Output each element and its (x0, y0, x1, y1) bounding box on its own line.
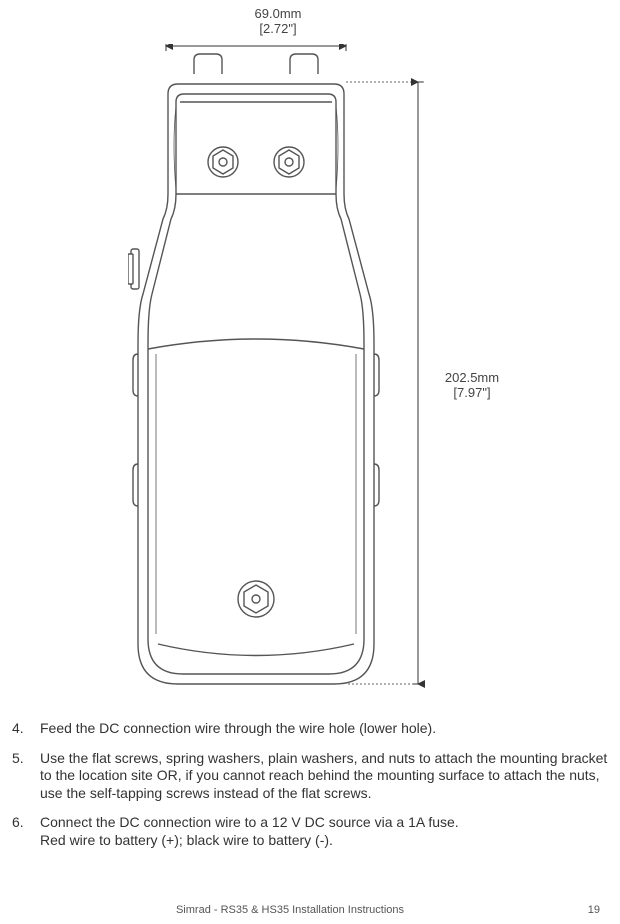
dimension-height-in: [7.97"] (453, 385, 490, 400)
step-number: 6. (12, 814, 40, 849)
mount-hole-right (274, 147, 304, 177)
page-footer: Simrad - RS35 & HS35 Installation Instru… (0, 904, 620, 916)
step-text: Use the flat screws, spring washers, pla… (40, 750, 608, 803)
dimension-height-mm: 202.5mm (445, 370, 499, 385)
step-4: 4. Feed the DC connection wire through t… (12, 720, 608, 738)
step-text: Feed the DC connection wire through the … (40, 720, 608, 738)
step-text: Connect the DC connection wire to a 12 V… (40, 814, 608, 849)
footer-title: Simrad - RS35 & HS35 Installation Instru… (20, 904, 560, 916)
step-number: 4. (12, 720, 40, 738)
dimension-width-mm: 69.0mm (255, 6, 302, 21)
lower-hole (238, 581, 274, 617)
step-5: 5. Use the flat screws, spring washers, … (12, 750, 608, 803)
footer-page-number: 19 (560, 904, 600, 916)
dimension-width-in: [2.72"] (259, 21, 296, 36)
device-outline (128, 54, 379, 684)
dimension-width-label: 69.0mm [2.72"] (218, 6, 338, 36)
device-diagram (128, 44, 448, 692)
step-6: 6. Connect the DC connection wire to a 1… (12, 814, 608, 849)
mount-hole-left (208, 147, 238, 177)
step-number: 5. (12, 750, 40, 803)
instruction-steps: 4. Feed the DC connection wire through t… (0, 720, 620, 861)
